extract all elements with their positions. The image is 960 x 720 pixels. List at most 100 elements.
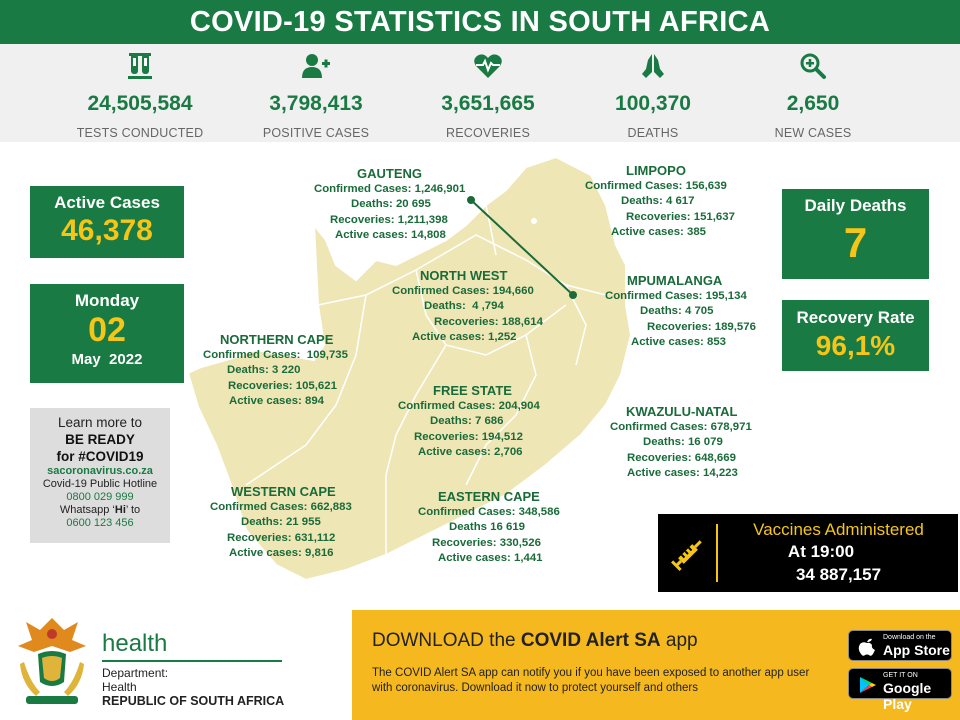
province-north-west: NORTH WEST Confirmed Cases: 194,660 Deat… <box>392 268 543 346</box>
province-name: WESTERN CAPE <box>231 484 336 499</box>
stat-value: 2,650 <box>786 92 840 115</box>
deaths: Deaths: 4 617 <box>621 195 695 208</box>
stat-tests: 24,505,584 TESTS CONDUCTED <box>55 44 225 140</box>
google-play-button[interactable]: GET IT ON Google Play <box>848 668 952 712</box>
map-outline <box>186 155 633 582</box>
province-mpumalanga: MPUMALANGA Confirmed Cases: 195,134 Deat… <box>605 273 756 351</box>
learn-line3: for #COVID19 <box>56 449 144 464</box>
gauteng-pointer-start <box>467 196 475 204</box>
recovery-rate-value: 96,1% <box>815 330 896 361</box>
page-title: COVID-19 STATISTICS IN SOUTH AFRICA <box>0 0 960 44</box>
active-cases: Active cases: 385 <box>611 226 706 239</box>
department-rule <box>102 660 282 662</box>
app-store-small: Download on the <box>883 634 936 641</box>
google-play-big: Google Play <box>883 680 932 712</box>
confirmed-cases: Confirmed Cases: 195,134 <box>605 289 747 302</box>
province-kwazulu-natal: KWAZULU-NATAL Confirmed Cases: 678,971 D… <box>610 404 752 482</box>
stat-label: RECOVERIES <box>446 126 530 140</box>
learn-line1: Learn more to <box>57 415 143 430</box>
test-tubes-icon <box>128 53 152 79</box>
add-person-icon <box>302 54 330 78</box>
recoveries: Recoveries: 105,621 <box>228 379 337 392</box>
gauteng-pointer-end <box>569 291 577 299</box>
stat-new-cases: 2,650 NEW CASES <box>728 44 898 140</box>
health-wordmark: health <box>102 630 168 657</box>
confirmed-cases: Confirmed Cases: 348,586 <box>418 505 560 518</box>
active-cases-label: Active Cases <box>54 193 160 212</box>
vaccines-time: At 19:00 <box>787 542 855 561</box>
deaths: Deaths: 4 ,794 <box>424 300 504 313</box>
recoveries: Recoveries: 648,669 <box>627 451 736 464</box>
recoveries: Recoveries: 194,512 <box>414 430 523 443</box>
deaths: Deaths: 7 686 <box>430 415 504 428</box>
province-name: NORTH WEST <box>420 268 508 283</box>
province-name: KWAZULU-NATAL <box>626 404 738 419</box>
banner-title-bold: COVID Alert SA <box>520 630 661 651</box>
department-line3: REPUBLIC OF SOUTH AFRICA <box>102 694 285 708</box>
hotline-number[interactable]: 0800 029 999 <box>66 491 134 503</box>
vaccines-value: 34 887,157 <box>795 565 882 584</box>
banner-body: The COVID Alert SA app can notify you if… <box>372 667 810 694</box>
confirmed-cases: Confirmed Cases: 662,883 <box>210 500 352 513</box>
confirmed-cases: Confirmed Cases: 194,660 <box>392 284 534 297</box>
active-cases: Active cases: 14,223 <box>627 467 738 480</box>
deaths: Deaths: 4 705 <box>640 305 714 318</box>
confirmed-cases: Confirmed Cases: 204,904 <box>398 399 540 412</box>
active-cases: Active cases: 2,706 <box>418 446 523 459</box>
whatsapp-number[interactable]: 0600 123 456 <box>66 517 134 529</box>
department-footer: health Department: Health REPUBLIC OF SO… <box>0 600 350 720</box>
vaccines-divider <box>716 524 718 582</box>
recovery-rate-box: Recovery Rate 96,1% <box>782 300 929 371</box>
stat-label: TESTS CONDUCTED <box>76 126 204 140</box>
recoveries: Recoveries: 189,576 <box>647 320 756 333</box>
province-name: LIMPOPO <box>626 163 686 178</box>
praying-hands-icon <box>642 54 664 78</box>
confirmed-cases: Confirmed Cases: 109,735 <box>203 348 348 361</box>
app-download-banner: DOWNLOAD the COVID Alert SA app The COVI… <box>352 610 960 720</box>
province-name: MPUMALANGA <box>627 273 723 288</box>
confirmed-cases: Confirmed Cases: 1,246,901 <box>314 182 466 195</box>
website-link[interactable]: sacoronavirus.co.za <box>47 465 153 477</box>
daily-deaths-value: 7 <box>843 219 868 266</box>
app-store-big: App Store <box>883 642 950 658</box>
province-eastern-cape: EASTERN CAPE Confirmed Cases: 348,586 De… <box>418 489 560 567</box>
lesotho-marker <box>531 218 537 224</box>
active-cases-box: Active Cases 46,378 <box>30 186 184 258</box>
active-cases: Active cases: 1,441 <box>438 552 543 565</box>
recoveries: Recoveries: 151,637 <box>626 210 735 223</box>
learn-line2: BE READY <box>65 432 135 447</box>
banner-title: DOWNLOAD the COVID Alert SA app <box>372 630 698 652</box>
recoveries: Recoveries: 631,112 <box>227 531 336 544</box>
deaths: Deaths: 3 220 <box>227 364 301 377</box>
province-northern-cape: NORTHERN CAPE Confirmed Cases: 109,735 D… <box>203 332 348 410</box>
coat-of-arms-logo <box>18 618 86 704</box>
province-name: FREE STATE <box>433 383 512 398</box>
whatsapp-hi: Hi <box>114 504 126 516</box>
recoveries: Recoveries: 1,211,398 <box>330 213 448 226</box>
province-free-state: FREE STATE Confirmed Cases: 204,904 Deat… <box>398 383 540 461</box>
stat-value: 100,370 <box>615 92 691 115</box>
active-cases: Active cases: 14,808 <box>335 229 446 242</box>
south-africa-map <box>186 155 633 582</box>
app-store-button[interactable]: Download on the App Store <box>848 630 952 661</box>
google-play-icon <box>860 677 876 693</box>
hotline-label: Covid-19 Public Hotline <box>42 478 158 490</box>
active-cases: Active cases: 1,252 <box>412 331 517 344</box>
province-limpopo: LIMPOPO Confirmed Cases: 156,639 Deaths:… <box>585 163 735 241</box>
daily-deaths-box: Daily Deaths 7 <box>782 189 929 279</box>
stat-positive: 3,798,413 POSITIVE CASES <box>231 44 401 140</box>
recoveries: Recoveries: 330,526 <box>432 536 541 549</box>
province-name: NORTHERN CAPE <box>220 332 334 347</box>
recovery-rate-label: Recovery Rate <box>796 308 915 327</box>
active-cases-value: 46,378 <box>61 214 153 247</box>
banner-title-post: app <box>660 630 698 651</box>
stat-label: NEW CASES <box>774 126 852 140</box>
stat-deaths: 100,370 DEATHS <box>568 44 738 140</box>
confirmed-cases: Confirmed Cases: 156,639 <box>585 179 727 192</box>
whatsapp-post: ’ to <box>125 504 141 516</box>
date-day: 02 <box>88 311 126 349</box>
province-western-cape: WESTERN CAPE Confirmed Cases: 662,883 De… <box>210 484 352 562</box>
banner-title-pre: DOWNLOAD the <box>372 630 521 651</box>
magnifier-plus-icon <box>800 53 826 79</box>
whatsapp-label: Whatsapp ‘Hi’ to <box>30 504 170 517</box>
